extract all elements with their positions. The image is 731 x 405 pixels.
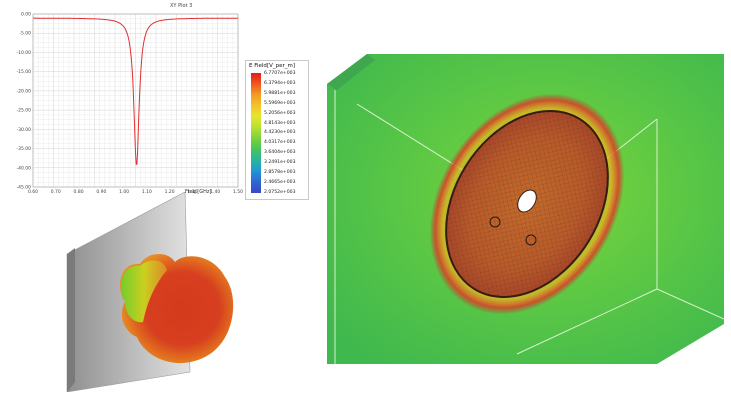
ground-plate-edge bbox=[67, 248, 75, 392]
plot-xlabel: Freq [GHz] bbox=[185, 189, 212, 195]
legend-tick: 4.0317e+003 bbox=[264, 140, 296, 146]
patch-outline bbox=[445, 110, 609, 298]
box-top-edge bbox=[327, 54, 375, 90]
plot-y-tick: -35.00 bbox=[16, 146, 31, 152]
legend-tick: 3.2491e+003 bbox=[264, 160, 296, 166]
plot-y-tick: -10.00 bbox=[16, 50, 31, 56]
plot-x-tick: 1.40 bbox=[210, 189, 220, 195]
pattern-side-lobe bbox=[121, 260, 167, 323]
e-field-simulation-icon bbox=[327, 54, 724, 364]
feed-point-2 bbox=[525, 234, 537, 246]
legend-color-bar bbox=[251, 73, 261, 193]
plot-x-tick: 0.80 bbox=[74, 189, 84, 195]
plot-x-tick: 1.50 bbox=[233, 189, 243, 195]
plot-curve bbox=[33, 17, 238, 165]
plot-title: XY Plot 3 bbox=[170, 3, 193, 9]
plot-y-tick: -45.00 bbox=[16, 185, 31, 191]
plot-y-tick: -5.00 bbox=[19, 31, 31, 37]
plot-x-tick: 1.20 bbox=[165, 189, 175, 195]
legend-tick: 3.6404e+003 bbox=[264, 150, 296, 156]
plot-y-tick: -40.00 bbox=[16, 165, 31, 171]
radiation-pattern-icon bbox=[66, 192, 234, 392]
plot-y-tick: -30.00 bbox=[16, 127, 31, 133]
legend-tick-list: 6.7707e+003 6.3794e+003 5.9881e+003 5.5969e… bbox=[264, 71, 306, 195]
legend-tick: 2.0752e+003 bbox=[264, 189, 296, 195]
plot-y-tick: -25.00 bbox=[16, 108, 31, 114]
legend-tick: 6.7707e+003 bbox=[264, 71, 296, 76]
plot-x-tick: 0.90 bbox=[96, 189, 106, 195]
plot-y-tick: -20.00 bbox=[16, 88, 31, 94]
legend-tick: 2.4665e+003 bbox=[264, 179, 296, 185]
center-hole bbox=[517, 189, 537, 213]
s-parameter-plot: 0.00 -5.00 -10.00 -15.00 -20.00 -25.00 -30.00 -… bbox=[0, 0, 245, 195]
legend-tick: 6.3794e+003 bbox=[264, 80, 296, 86]
plot-y-tick: 0.00 bbox=[21, 12, 31, 18]
legend-tick: 5.5969e+003 bbox=[264, 100, 296, 106]
feed-point-1 bbox=[489, 216, 501, 228]
box-edge-corner bbox=[656, 288, 724, 320]
legend-tick: 5.2056e+003 bbox=[264, 110, 296, 116]
plot-x-tick: 0.70 bbox=[51, 189, 61, 195]
box-edge-inner-bottom bbox=[516, 288, 658, 355]
plot-x-tick: 0.60 bbox=[28, 189, 38, 195]
plot-x-tick: 1.30 bbox=[187, 189, 197, 195]
field-legend: E Field[V_per_m] 6.7707e+003 6.3794e+003 5… bbox=[245, 60, 309, 200]
plot-x-tick: 1.00 bbox=[119, 189, 129, 195]
legend-tick: 4.8143e+003 bbox=[264, 120, 296, 126]
plot-x-tick: 1.10 bbox=[142, 189, 152, 195]
legend-tick: 2.8578e+003 bbox=[264, 170, 296, 176]
legend-tick: 5.9881e+003 bbox=[264, 90, 296, 96]
plot-y-tick: -15.00 bbox=[16, 69, 31, 75]
legend-title: E Field[V_per_m] bbox=[249, 63, 295, 69]
plot-canvas: 0.00 -5.00 -10.00 -15.00 -20.00 -25.00 -30.00 -… bbox=[16, 12, 243, 196]
legend-tick: 4.4230e+003 bbox=[264, 130, 296, 136]
